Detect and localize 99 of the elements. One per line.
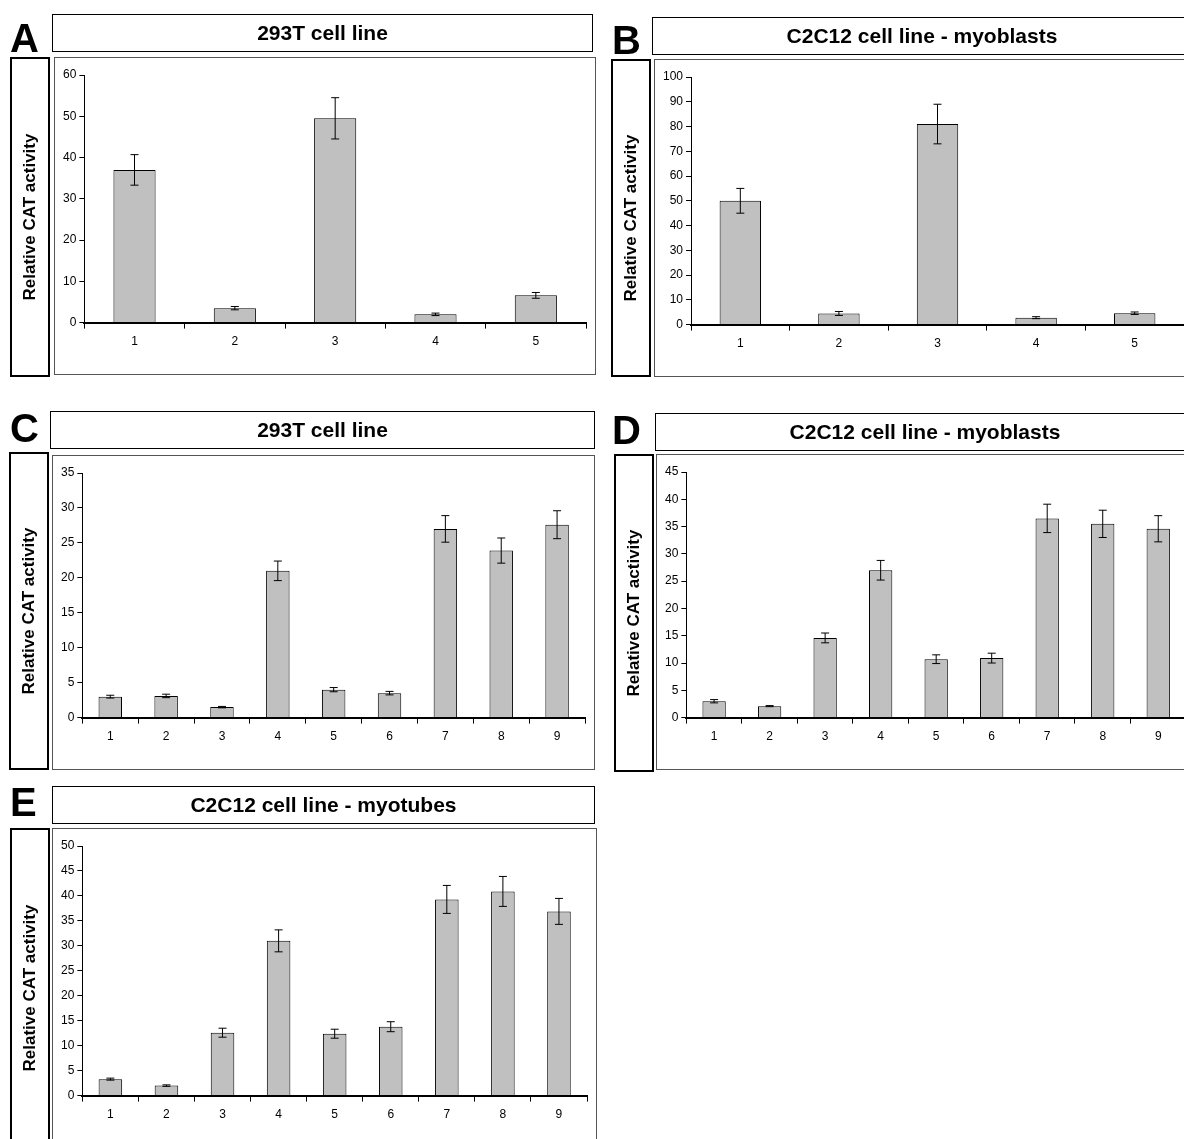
- y-tick-label: 20: [60, 988, 75, 1003]
- y-tick-label: 30: [62, 191, 77, 206]
- y-tick-label: 40: [664, 491, 679, 506]
- x-tick-label: 9: [555, 1107, 563, 1122]
- y-axis-title: Relative CAT activity: [621, 134, 641, 302]
- x-tick-label: 3: [934, 336, 942, 351]
- y-tick-label: 35: [664, 518, 679, 533]
- y-tick-label: 5: [67, 1062, 75, 1077]
- y-tick-label: 25: [60, 535, 75, 550]
- y-tick-label: 15: [664, 628, 679, 643]
- y-tick-label: 60: [669, 168, 684, 183]
- chart-title: 293T cell line: [52, 14, 593, 52]
- x-tick-label: 9: [553, 729, 561, 744]
- y-tick-label: 20: [664, 600, 679, 615]
- y-tick-label: 80: [669, 118, 684, 133]
- x-tick-label: 4: [274, 729, 282, 744]
- x-tick-label: 4: [1032, 336, 1040, 351]
- y-tick-label: 90: [669, 94, 684, 109]
- x-tick-label: 2: [163, 1107, 171, 1122]
- x-tick-label: 9: [1154, 729, 1162, 744]
- y-tick-label: 70: [669, 143, 684, 158]
- x-tick-label: 1: [107, 1107, 115, 1122]
- x-tick-label: 3: [821, 729, 829, 744]
- y-tick-label: 40: [669, 217, 684, 232]
- text: D: [612, 408, 641, 452]
- y-tick-label: 50: [669, 193, 684, 208]
- chart-title: C2C12 cell line - myoblasts: [655, 413, 1184, 451]
- y-tick-label: 45: [60, 863, 75, 878]
- y-tick-label: 20: [60, 570, 75, 585]
- x-tick-label: 6: [988, 729, 996, 744]
- x-tick-label: 2: [231, 334, 239, 349]
- y-tick-label: 25: [60, 963, 75, 978]
- y-tick-label: 20: [669, 267, 684, 282]
- y-axis-title: Relative CAT activity: [19, 527, 39, 695]
- chart-title: C2C12 cell line - myoblasts: [652, 17, 1184, 55]
- y-tick-label: 10: [62, 273, 77, 288]
- x-tick-label: 7: [1043, 729, 1051, 744]
- x-tick-label: 4: [432, 334, 440, 349]
- y-tick-label: 50: [60, 838, 75, 853]
- y-tick-label: 10: [664, 655, 679, 670]
- x-tick-label: 8: [497, 729, 505, 744]
- x-tick-label: 7: [443, 1107, 451, 1122]
- y-axis-title: Relative CAT activity: [20, 133, 40, 301]
- y-tick-label: 15: [60, 605, 75, 620]
- y-tick-label: 35: [60, 913, 75, 928]
- y-tick-label: 5: [671, 682, 679, 697]
- x-tick-label: 2: [162, 729, 170, 744]
- x-tick-label: 5: [932, 729, 940, 744]
- y-tick-label: 0: [671, 709, 679, 724]
- x-tick-label: 1: [131, 334, 139, 349]
- y-tick-label: 20: [62, 232, 77, 247]
- chart-title: 293T cell line: [50, 411, 595, 449]
- y-tick-label: 45: [664, 464, 679, 479]
- y-tick-label: 40: [60, 888, 75, 903]
- x-tick-label: 8: [1099, 729, 1107, 744]
- x-tick-label: 2: [766, 729, 774, 744]
- text: B: [612, 18, 641, 62]
- y-axis-title: Relative CAT activity: [624, 529, 644, 697]
- y-tick-label: 5: [67, 674, 75, 689]
- x-tick-label: 1: [106, 729, 114, 744]
- y-tick-label: 0: [67, 709, 75, 724]
- y-axis-title: Relative CAT activity: [20, 904, 40, 1072]
- x-tick-label: 4: [877, 729, 885, 744]
- x-tick-label: 8: [499, 1107, 507, 1122]
- y-tick-label: 0: [676, 316, 684, 331]
- x-tick-label: 5: [331, 1107, 339, 1122]
- x-tick-label: 5: [532, 334, 540, 349]
- x-tick-label: 7: [442, 729, 450, 744]
- y-tick-label: 10: [669, 292, 684, 307]
- y-tick-label: 40: [62, 149, 77, 164]
- y-tick-label: 35: [60, 465, 75, 480]
- y-tick-label: 15: [60, 1013, 75, 1028]
- x-tick-label: 6: [387, 1107, 395, 1122]
- y-tick-label: 25: [664, 573, 679, 588]
- y-tick-label: 30: [669, 242, 684, 257]
- x-tick-label: 1: [710, 729, 718, 744]
- text: C: [10, 406, 39, 450]
- x-tick-label: 5: [1131, 336, 1139, 351]
- x-tick-label: 5: [330, 729, 338, 744]
- y-tick-label: 60: [62, 67, 77, 82]
- y-tick-label: 10: [60, 640, 75, 655]
- x-tick-label: 4: [275, 1107, 283, 1122]
- x-tick-label: 3: [218, 729, 226, 744]
- x-tick-label: 3: [219, 1107, 227, 1122]
- chart-title: C2C12 cell line - myotubes: [52, 786, 595, 824]
- text: A: [10, 16, 39, 60]
- x-tick-label: 2: [835, 336, 843, 351]
- y-tick-label: 30: [664, 546, 679, 561]
- y-tick-label: 50: [62, 108, 77, 123]
- y-tick-label: 10: [60, 1037, 75, 1052]
- x-tick-label: 1: [736, 336, 744, 351]
- text: E: [10, 780, 37, 824]
- y-tick-label: 100: [662, 69, 684, 84]
- y-tick-label: 0: [67, 1087, 75, 1102]
- y-tick-label: 0: [69, 314, 77, 329]
- y-tick-label: 30: [60, 938, 75, 953]
- x-tick-label: 3: [331, 334, 339, 349]
- x-tick-label: 6: [386, 729, 394, 744]
- y-tick-label: 30: [60, 500, 75, 515]
